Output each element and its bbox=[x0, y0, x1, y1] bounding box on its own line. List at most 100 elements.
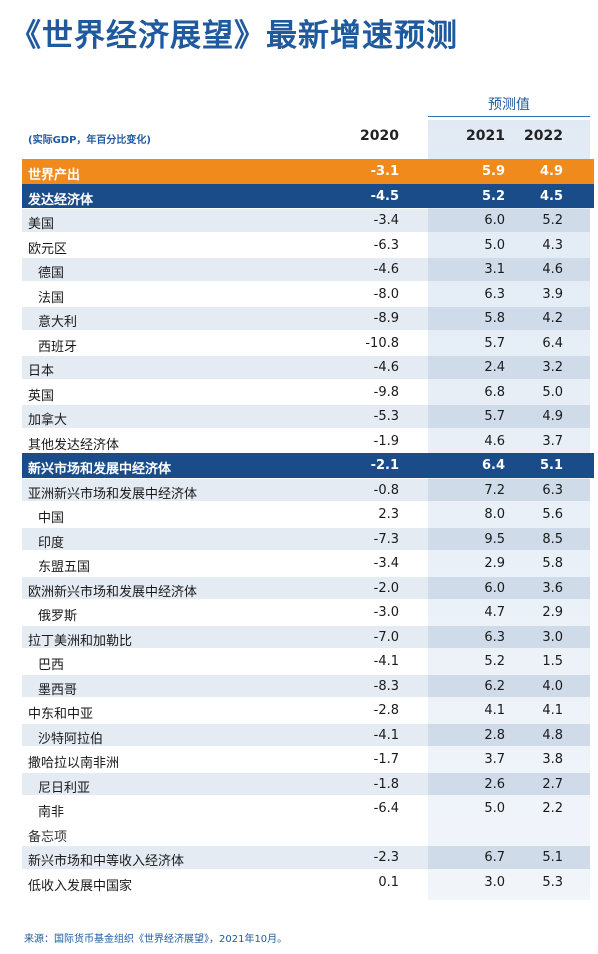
table-row: 撒哈拉以南非洲 -1.7 3.7 3.8 bbox=[22, 747, 594, 772]
value-2021: 2.6 bbox=[484, 776, 505, 792]
value-2021: 9.5 bbox=[484, 531, 505, 547]
row-label: 德国 bbox=[38, 266, 65, 281]
table-row: 拉丁美洲和加勒比 -7.0 6.3 3.0 bbox=[22, 625, 594, 650]
value-2020: -6.4 bbox=[373, 801, 399, 816]
value-2020: -1.8 bbox=[373, 776, 399, 792]
value-2020: -1.7 bbox=[373, 752, 399, 767]
table-row: 尼日利亚 -1.8 2.6 2.7 bbox=[22, 772, 594, 797]
value-2022: 4.2 bbox=[542, 311, 563, 326]
value-2020: -8.0 bbox=[373, 286, 399, 302]
row-label: 欧洲新兴市场和发展中经济体 bbox=[28, 584, 198, 600]
value-2021: 5.7 bbox=[484, 409, 505, 424]
row-label: 加拿大 bbox=[28, 413, 68, 428]
value-2021: 6.0 bbox=[484, 213, 505, 228]
year-header-2021: 2021 bbox=[466, 128, 505, 144]
row-label: 新兴市场和中等收入经济体 bbox=[28, 854, 185, 869]
table-row: 亚洲新兴市场和发展中经济体 -0.8 7.2 6.3 bbox=[22, 478, 594, 503]
value-2022: 5.3 bbox=[542, 874, 563, 890]
value-2021: 6.3 bbox=[484, 286, 505, 302]
row-label: 沙特阿拉伯 bbox=[38, 731, 104, 747]
table-row: 法国 -8.0 6.3 3.9 bbox=[22, 282, 594, 307]
value-2022: 5.8 bbox=[542, 556, 563, 571]
value-2020: -3.4 bbox=[373, 213, 399, 228]
value-2021: 7.2 bbox=[484, 482, 505, 498]
row-label: 东盟五国 bbox=[38, 560, 91, 575]
value-2022: 6.3 bbox=[542, 482, 563, 498]
value-2022: 4.9 bbox=[542, 409, 563, 424]
value-2021: 5.8 bbox=[484, 311, 505, 326]
value-2020: -3.0 bbox=[373, 605, 399, 620]
row-label: 南非 bbox=[38, 805, 65, 820]
value-2020: -5.3 bbox=[373, 409, 399, 424]
table-row: 西班牙 -10.8 5.7 6.4 bbox=[22, 331, 594, 356]
value-2020: -2.3 bbox=[373, 850, 399, 865]
projection-label: 预测值 bbox=[488, 97, 530, 113]
value-2021: 5.7 bbox=[484, 335, 505, 351]
value-2022: 2.7 bbox=[542, 776, 563, 792]
value-2022: 8.5 bbox=[542, 531, 563, 547]
value-2020: -2.8 bbox=[373, 703, 399, 718]
row-label: 其他发达经济体 bbox=[28, 437, 120, 453]
value-2022: 5.6 bbox=[542, 507, 563, 522]
table-row: 备忘项 bbox=[22, 821, 594, 846]
table-row: 东盟五国 -3.4 2.9 5.8 bbox=[22, 551, 594, 576]
value-2021: 4.7 bbox=[484, 605, 505, 620]
value-2021: 5.9 bbox=[481, 164, 505, 179]
value-2021: 5.0 bbox=[484, 801, 505, 816]
value-2022: 5.0 bbox=[542, 384, 563, 400]
value-2020: -9.8 bbox=[373, 384, 399, 400]
value-2022: 3.2 bbox=[542, 360, 563, 375]
table-row: 加拿大 -5.3 5.7 4.9 bbox=[22, 404, 594, 429]
row-label: 英国 bbox=[28, 388, 55, 404]
value-2022: 4.9 bbox=[539, 164, 563, 179]
value-2022: 3.0 bbox=[542, 629, 563, 645]
row-label: 世界产出 bbox=[28, 168, 81, 183]
value-2022: 4.5 bbox=[539, 188, 563, 204]
value-2020: -2.0 bbox=[373, 580, 399, 596]
row-label: 欧元区 bbox=[28, 241, 68, 257]
value-2021: 8.0 bbox=[484, 507, 505, 522]
row-label: 撒哈拉以南非洲 bbox=[28, 756, 120, 771]
row-label: 尼日利亚 bbox=[38, 780, 91, 796]
value-2022: 3.7 bbox=[542, 433, 563, 449]
table-row: 美国 -3.4 6.0 5.2 bbox=[22, 208, 594, 233]
value-2020: -10.8 bbox=[365, 335, 399, 351]
value-2020: -4.6 bbox=[373, 360, 399, 375]
row-label: 低收入发展中国家 bbox=[28, 878, 133, 894]
value-2022: 4.8 bbox=[542, 727, 563, 743]
value-2022: 3.8 bbox=[542, 752, 563, 767]
value-2020: -1.9 bbox=[373, 433, 399, 449]
value-2021: 4.1 bbox=[484, 703, 505, 718]
table-row: 俄罗斯 -3.0 4.7 2.9 bbox=[22, 600, 594, 625]
value-2020: 0.1 bbox=[378, 874, 399, 890]
value-2020: -8.3 bbox=[373, 678, 399, 694]
value-2022: 2.9 bbox=[542, 605, 563, 620]
table-row: 巴西 -4.1 5.2 1.5 bbox=[22, 649, 594, 674]
value-2022: 4.1 bbox=[542, 703, 563, 718]
row-label: 中国 bbox=[38, 511, 65, 526]
value-2021: 6.4 bbox=[481, 458, 505, 473]
value-2020: -6.3 bbox=[373, 237, 399, 253]
table-row: 世界产出 -3.1 5.9 4.9 bbox=[22, 159, 594, 184]
row-label: 中东和中亚 bbox=[28, 707, 94, 722]
table-row: 欧元区 -6.3 5.0 4.3 bbox=[22, 233, 594, 258]
row-label: 发达经济体 bbox=[28, 192, 94, 208]
row-label: 美国 bbox=[28, 217, 55, 232]
value-2021: 6.2 bbox=[484, 678, 505, 694]
value-2022: 6.4 bbox=[542, 335, 563, 351]
table-row: 低收入发展中国家 0.1 3.0 5.3 bbox=[22, 870, 594, 895]
value-2020: -4.5 bbox=[370, 188, 399, 204]
table-row: 德国 -4.6 3.1 4.6 bbox=[22, 257, 594, 282]
value-2022: 4.3 bbox=[542, 237, 563, 253]
value-2020: -7.3 bbox=[373, 531, 399, 547]
value-2022: 1.5 bbox=[542, 654, 563, 669]
value-2021: 3.7 bbox=[484, 752, 505, 767]
value-2020: 2.3 bbox=[378, 507, 399, 522]
row-label: 印度 bbox=[38, 535, 65, 551]
projection-band bbox=[428, 120, 590, 900]
value-2020: -3.1 bbox=[370, 164, 399, 179]
source-note: 来源：国际货币基金组织《世界经济展望》，2021年10月。 bbox=[24, 934, 288, 945]
value-2021: 6.7 bbox=[484, 850, 505, 865]
page-title: 《世界经济展望》最新增速预测 bbox=[10, 18, 458, 54]
row-label: 巴西 bbox=[38, 658, 65, 673]
